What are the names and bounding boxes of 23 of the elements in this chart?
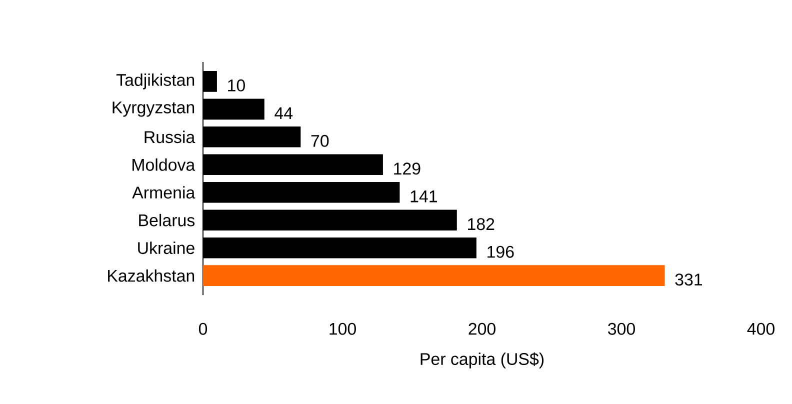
y-tick-label: Kyrgyzstan (112, 102, 194, 117)
data-label: 196 (488, 246, 514, 258)
data-label: 70 (311, 134, 329, 147)
data-label: 331 (675, 274, 702, 286)
x-tick-label: 400 (747, 322, 774, 335)
data-label: 141 (410, 190, 437, 202)
x-tick-label: 100 (330, 322, 356, 335)
x-axis-title: Per capita (US$) (420, 352, 544, 368)
x-tick-label: 0 (198, 322, 208, 335)
data-label: 182 (468, 218, 494, 230)
data-label: 44 (274, 107, 293, 119)
y-tick-label: Ukraine (138, 242, 194, 254)
y-tick-label: Russia (144, 130, 196, 144)
y-tick-label: Armenia (132, 186, 196, 199)
data-label: 10 (228, 79, 245, 92)
data-label: 129 (394, 162, 420, 175)
y-tick-label: Moldova (132, 158, 196, 171)
y-tick-label: Kazakhstan (108, 269, 194, 282)
bar (203, 265, 665, 286)
x-tick-label: 200 (468, 322, 496, 335)
y-tick-label: Belarus (139, 214, 195, 226)
y-tick-label: Tadjikistan (116, 74, 194, 90)
x-tick-label: 300 (608, 322, 635, 335)
